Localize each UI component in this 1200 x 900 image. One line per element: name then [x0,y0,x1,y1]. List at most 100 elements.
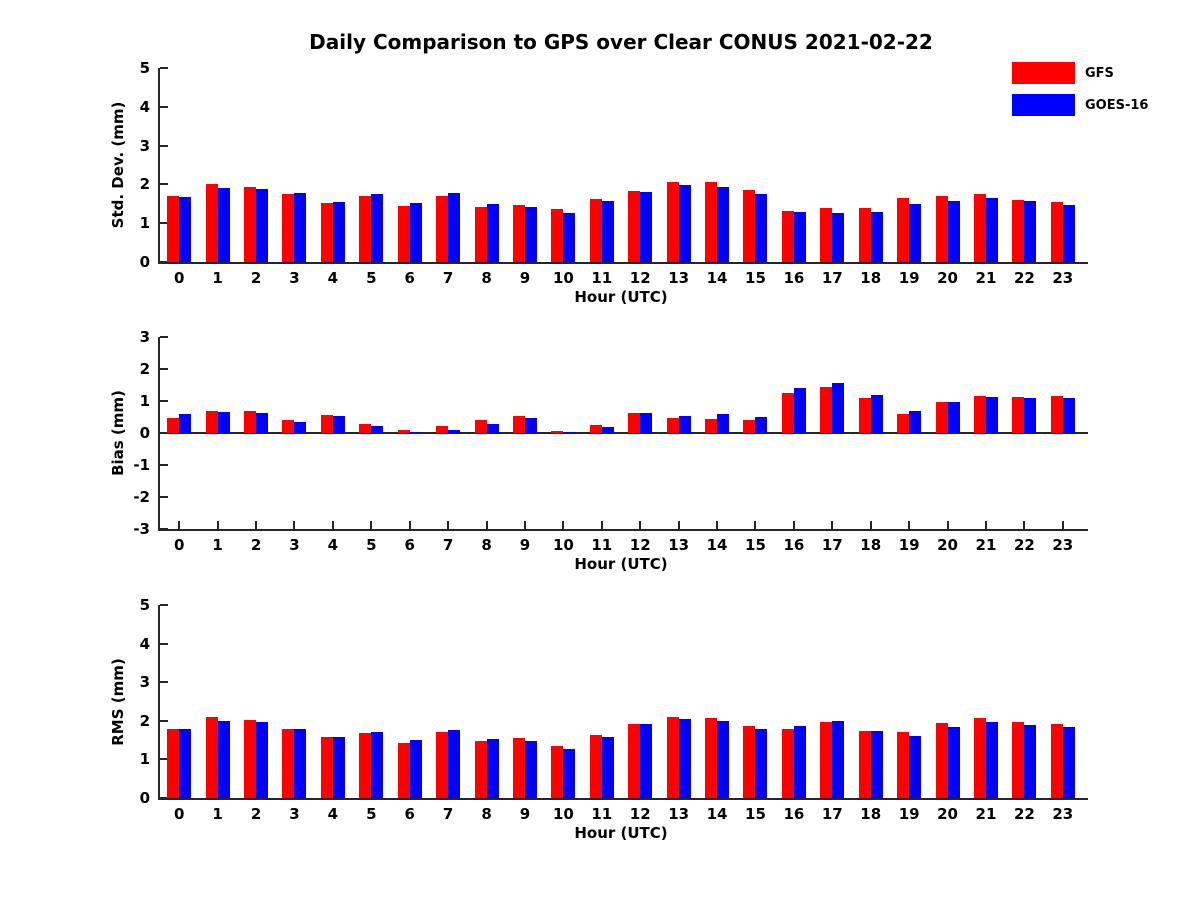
x-tick [216,521,219,529]
y-tick-label: 1 [139,750,150,769]
y-tick-label: 1 [139,214,150,233]
x-tick-label: 14 [706,536,728,554]
bar-goes16 [640,724,653,798]
y-tick-label: 1 [139,392,150,410]
legend-item-gfs: GFS [1012,62,1148,84]
bar-goes16 [1062,204,1075,262]
bar-goes16 [947,201,960,262]
x-tick-label: 5 [366,536,377,554]
y-tick [160,604,168,606]
x-tick-label: 15 [745,536,766,554]
bar-gfs [666,417,679,433]
x-tick-label: 13 [668,805,690,823]
bar-goes16 [486,739,499,798]
x-tick-label: 3 [289,805,300,823]
y-axis-label: RMS (mm) [109,657,127,746]
bar-goes16 [371,425,384,433]
bar-gfs [1050,202,1063,262]
legend-label-gfs: GFS [1085,65,1114,81]
bar-goes16 [179,414,192,433]
bar-gfs [1012,722,1025,798]
bar-goes16 [947,401,960,433]
y-tick [160,642,168,645]
bar-gfs [820,387,833,433]
bar-gfs [167,728,180,798]
bar-goes16 [448,729,461,798]
bar-gfs [512,204,525,262]
legend-label-goes16: GOES-16 [1085,97,1149,113]
x-tick [255,521,258,529]
bar-gfs [973,194,986,262]
bar-gfs [935,722,948,798]
bar-goes16 [256,721,269,798]
bar-goes16 [294,421,307,433]
x-tick-label: 11 [591,536,613,554]
bar-goes16 [256,189,269,262]
x-tick-label: 20 [937,805,958,823]
x-tick-label: 18 [860,536,882,554]
bar-gfs [1012,397,1025,433]
x-tick-label: 5 [366,805,377,823]
x-tick [984,521,987,529]
bar-gfs [282,420,295,433]
y-tick-label: 2 [139,175,150,194]
bar-gfs [858,731,871,798]
x-tick-label: 12 [629,805,651,823]
y-axis-label: Bias (mm) [109,390,127,476]
zero-axis-line [158,432,1088,434]
bar-gfs [705,182,718,262]
bar-gfs [1050,724,1063,798]
y-tick [160,222,168,225]
bar-gfs [551,208,564,262]
bar-goes16 [1024,201,1037,262]
x-tick-label: 10 [552,269,574,287]
x-tick-label: 19 [898,536,920,554]
bar-gfs [205,410,218,433]
x-tick-label: 2 [250,536,262,554]
x-tick-label: 16 [783,805,805,823]
y-tick-label: 0 [139,253,150,271]
y-tick-label: 5 [139,596,150,614]
bar-gfs [167,196,180,262]
x-tick-label: 6 [404,269,415,287]
y-tick-label: 2 [139,360,150,378]
x-tick-label: 7 [442,536,454,554]
x-tick-label: 1 [212,269,223,287]
bar-gfs [205,716,218,798]
bar-goes16 [486,203,499,262]
x-tick-label: 19 [898,269,920,287]
bar-gfs [897,198,910,262]
x-tick-label: 8 [481,269,492,287]
x-tick-label: 19 [898,805,920,823]
legend-swatch-gfs-icon [1012,62,1075,84]
bar-gfs [897,731,910,798]
bar-gfs [436,732,449,798]
bar-goes16 [717,187,730,262]
bar-goes16 [717,720,730,798]
x-tick [754,521,757,529]
y-tick [160,368,168,370]
y-tick [160,758,168,761]
bar-gfs [474,206,487,262]
x-tick-label: 6 [404,536,415,554]
bar-goes16 [294,728,307,798]
bar-gfs [743,725,756,798]
bar-gfs [359,733,372,798]
bar-gfs [820,207,833,262]
x-tick-label: 21 [975,805,997,823]
bar-goes16 [678,416,691,433]
x-tick-label: 14 [706,805,728,823]
y-tick [160,105,168,108]
x-tick-label: 3 [289,536,300,554]
x-tick-label: 0 [174,805,185,823]
bar-goes16 [832,720,845,798]
bar-gfs [628,413,641,433]
y-tick [160,528,168,530]
bar-goes16 [601,201,614,262]
bar-gfs [897,413,910,433]
y-tick-label: 2 [139,711,150,730]
x-tick-label: 11 [591,805,613,823]
bar-gfs [973,396,986,433]
x-tick-label: 12 [629,536,651,554]
